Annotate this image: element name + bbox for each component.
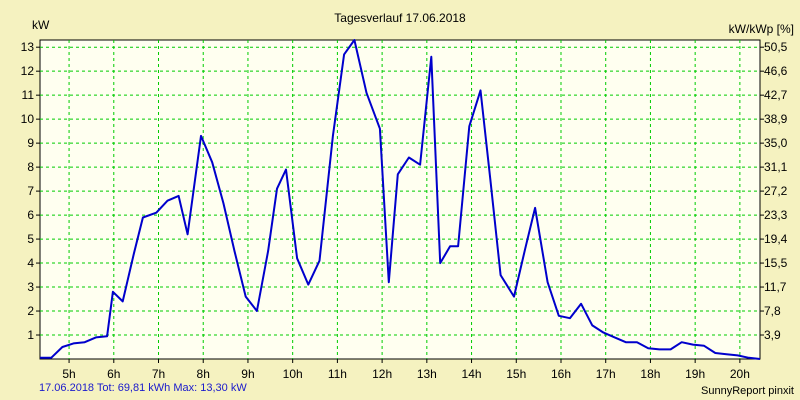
series-line xyxy=(40,39,761,360)
y-tick-label-left: 10 xyxy=(21,112,35,126)
footer-summary: 17.06.2018 Tot: 69,81 kWh Max: 13,30 kW xyxy=(39,382,247,394)
x-axis: 5h 6h 7h 8h 9h 10h 11h 12h 13h 14h 15h 16h 17h 18h 19h… xyxy=(62,359,750,381)
y-tick-label-left: 11 xyxy=(22,88,35,102)
x-tick-label: 19h xyxy=(685,367,705,381)
y-tick-label-left: 7 xyxy=(27,184,34,198)
x-tick-label: 13h xyxy=(417,367,437,381)
y-tick-label-right: 46,6 xyxy=(764,64,788,78)
x-tick-label: 16h xyxy=(551,367,571,381)
y-axis-left-label: kW xyxy=(32,18,50,32)
y-axis-right: 3,9 7,8 11,7 15,5 19,4 23,3 27,2 31,1 35,0 38,9 42… xyxy=(760,40,788,342)
x-tick-label: 14h xyxy=(462,367,482,381)
y-tick-label-left: 3 xyxy=(27,280,34,294)
y-tick-label-left: 12 xyxy=(21,64,35,78)
x-tick-label: 6h xyxy=(107,367,120,381)
y-tick-label-right: 31,1 xyxy=(764,160,788,174)
gridlines xyxy=(40,40,760,359)
y-tick-label-right: 50,5 xyxy=(764,40,788,54)
x-tick-label: 17h xyxy=(596,367,616,381)
y-axis-right-label: kW/kWp [%] xyxy=(728,22,794,36)
y-tick-label-right: 27,2 xyxy=(764,184,788,198)
y-tick-label-right: 38,9 xyxy=(764,112,788,126)
x-tick-label: 7h xyxy=(152,367,165,381)
y-tick-label-right: 23,3 xyxy=(764,208,788,222)
y-tick-label-right: 11,7 xyxy=(764,280,787,294)
x-tick-label: 8h xyxy=(197,367,210,381)
y-tick-label-right: 15,5 xyxy=(764,256,788,270)
y-tick-label-right: 7,8 xyxy=(764,304,781,318)
y-tick-label-right: 19,4 xyxy=(764,232,788,246)
x-tick-label: 18h xyxy=(640,367,660,381)
footer-credit: SunnyReport pinxit xyxy=(701,385,794,397)
y-tick-label-left: 5 xyxy=(27,232,34,246)
x-tick-label: 15h xyxy=(506,367,526,381)
chart-title: Tagesverlauf 17.06.2018 xyxy=(334,11,466,25)
y-tick-label-right: 3,9 xyxy=(764,328,781,342)
y-tick-label-right: 42,7 xyxy=(764,88,788,102)
y-tick-label-left: 8 xyxy=(27,160,34,174)
y-tick-label-left: 13 xyxy=(21,40,35,54)
x-tick-label: 12h xyxy=(372,367,392,381)
x-tick-label: 11h xyxy=(328,367,347,381)
x-tick-label: 20h xyxy=(730,367,750,381)
y-tick-label-left: 2 xyxy=(27,304,34,318)
y-tick-label-right: 35,0 xyxy=(764,136,788,150)
x-tick-label: 10h xyxy=(283,367,303,381)
y-tick-label-left: 6 xyxy=(27,208,34,222)
x-tick-label: 5h xyxy=(62,367,75,381)
x-tick-label: 9h xyxy=(241,367,254,381)
y-tick-label-left: 1 xyxy=(27,328,34,342)
y-tick-label-left: 9 xyxy=(27,136,34,150)
plot-area xyxy=(39,39,761,360)
y-tick-label-left: 4 xyxy=(27,256,34,270)
